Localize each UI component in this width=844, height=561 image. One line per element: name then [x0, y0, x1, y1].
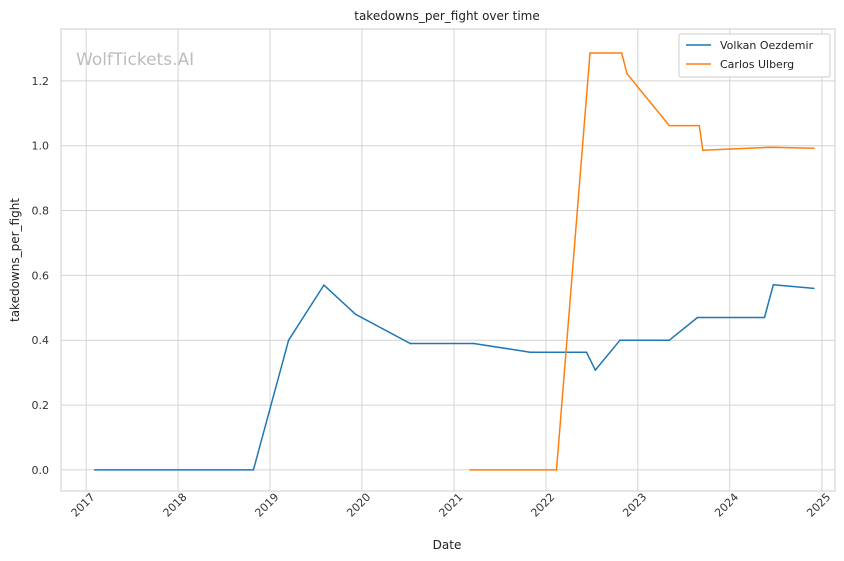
- data-point-volkan-oezdemir: [472, 342, 475, 345]
- legend-box: [678, 33, 831, 78]
- data-point-carlos-ulberg: [698, 124, 701, 127]
- y-tick-label: 0.0: [32, 464, 50, 477]
- data-point-volkan-oezdemir: [585, 351, 588, 354]
- data-point-volkan-oezdemir: [696, 316, 699, 319]
- watermark: WolfTickets.AI: [76, 50, 194, 70]
- legend-label-carlos-ulberg: Carlos Ulberg: [720, 58, 794, 71]
- data-point-carlos-ulberg: [768, 146, 771, 149]
- data-point-carlos-ulberg: [469, 469, 471, 471]
- data-point-volkan-oezdemir: [772, 284, 775, 286]
- data-point-carlos-ulberg: [813, 147, 815, 150]
- data-point-volkan-oezdemir: [323, 284, 325, 286]
- y-tick-label: 1.0: [32, 140, 50, 153]
- data-point-volkan-oezdemir: [252, 469, 255, 471]
- plot-frame: [60, 28, 836, 492]
- data-point-carlos-ulberg: [555, 469, 558, 471]
- y-tick-label: 0.4: [32, 334, 50, 347]
- y-tick-label: 1.2: [32, 75, 50, 88]
- x-axis-label: Date: [433, 538, 462, 552]
- data-point-volkan-oezdemir: [594, 369, 597, 371]
- data-point-carlos-ulberg: [589, 52, 591, 54]
- y-axis-label: takedowns_per_fight: [8, 198, 22, 322]
- y-tick-label: 0.2: [32, 399, 50, 412]
- data-point-volkan-oezdemir: [763, 316, 766, 319]
- grid: [61, 29, 835, 491]
- series-lines: [93, 52, 815, 471]
- data-point-carlos-ulberg: [702, 149, 704, 152]
- data-point-volkan-oezdemir: [287, 339, 290, 342]
- data-point-volkan-oezdemir: [93, 469, 96, 471]
- data-point-volkan-oezdemir: [529, 351, 531, 354]
- legend: Volkan Oezdemir Carlos Ulberg: [678, 33, 831, 78]
- data-point-volkan-oezdemir: [619, 339, 621, 342]
- y-tick-label: 0.8: [32, 205, 50, 218]
- data-point-carlos-ulberg: [620, 52, 623, 54]
- data-point-carlos-ulberg: [730, 148, 732, 150]
- chart-title: takedowns_per_fight over time: [354, 9, 540, 23]
- data-point-volkan-oezdemir: [813, 287, 815, 290]
- series-line-volkan-oezdemir: [94, 284, 814, 471]
- data-point-carlos-ulberg: [668, 124, 671, 127]
- legend-label-volkan-oezdemir: Volkan Oezdemir: [720, 39, 814, 52]
- data-point-volkan-oezdemir: [409, 342, 412, 345]
- y-tick-label: 0.6: [32, 269, 50, 282]
- data-point-volkan-oezdemir: [354, 313, 357, 316]
- data-point-carlos-ulberg: [626, 72, 628, 75]
- data-point-volkan-oezdemir: [668, 339, 671, 342]
